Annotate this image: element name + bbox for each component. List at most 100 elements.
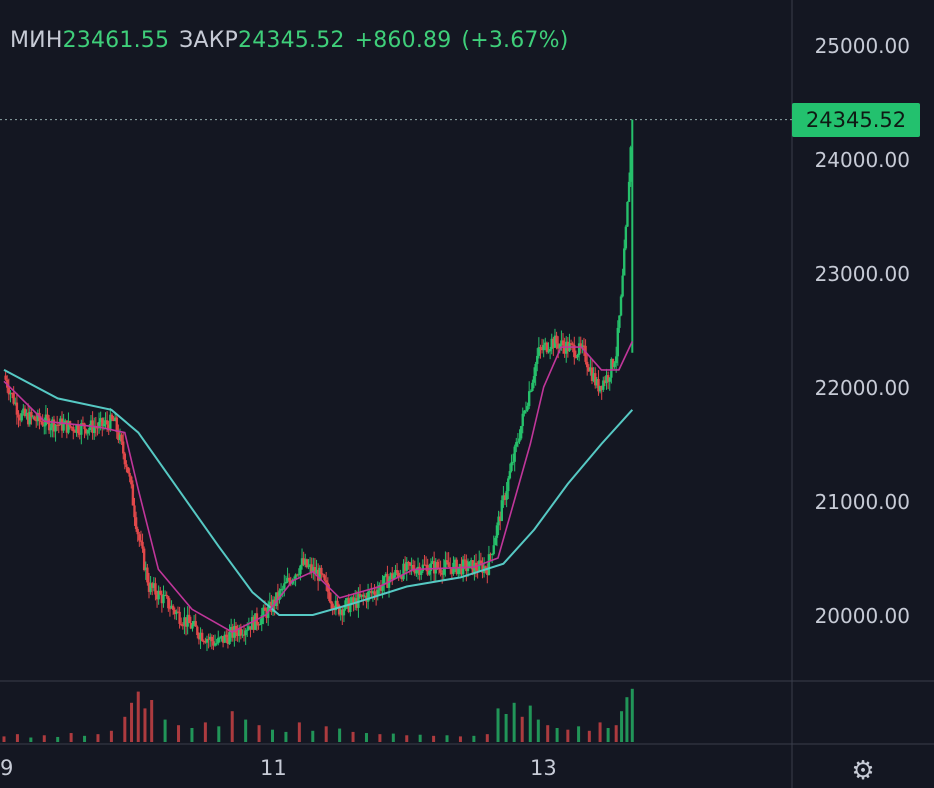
- candle-body: [175, 611, 178, 615]
- candle-body: [555, 335, 558, 344]
- candle-body: [371, 591, 375, 594]
- candle-body: [12, 393, 15, 404]
- candle-body: [560, 340, 563, 345]
- change-value: +860.89: [354, 28, 452, 53]
- candle-body: [440, 572, 444, 575]
- candle-body: [416, 566, 420, 570]
- candle-body: [20, 413, 23, 421]
- candle-body: [300, 558, 304, 566]
- candle-body: [548, 349, 552, 352]
- volume-bar: [458, 736, 462, 742]
- x-tick-label: 11: [260, 756, 287, 780]
- candle-body: [577, 343, 581, 355]
- candle-body: [41, 421, 44, 426]
- candle-body: [276, 592, 280, 601]
- candle-body: [236, 632, 239, 636]
- candle-body: [526, 406, 529, 411]
- candle-body: [55, 424, 59, 426]
- candle-body: [199, 632, 202, 640]
- candle-body: [547, 351, 550, 353]
- candle-body: [358, 593, 362, 597]
- candle-body: [194, 621, 197, 627]
- candle-body: [321, 574, 325, 576]
- volume-bar: [244, 719, 248, 742]
- candle-body: [105, 420, 109, 425]
- ma-fast-line: [3, 341, 634, 634]
- candle-body: [213, 643, 217, 646]
- candle-body: [442, 567, 446, 575]
- candle-body: [122, 441, 125, 454]
- candle-body: [134, 517, 138, 530]
- volume-bar: [606, 728, 610, 742]
- candle-body: [497, 516, 500, 526]
- candle-body: [22, 408, 25, 414]
- candle-body: [294, 574, 297, 580]
- candle-body: [510, 462, 513, 472]
- volume-bar: [445, 735, 449, 742]
- candle-body: [178, 611, 181, 624]
- candle-body: [345, 598, 349, 601]
- candle-body: [595, 378, 599, 386]
- candle-body: [592, 373, 595, 381]
- candle-body: [144, 567, 147, 571]
- candle-body: [553, 335, 557, 348]
- candle-body: [626, 201, 629, 227]
- candle-body: [180, 623, 183, 626]
- candle-body: [579, 343, 582, 348]
- close-value: 24345.52: [238, 28, 345, 53]
- candle-body: [423, 564, 426, 566]
- candle-body: [18, 417, 22, 421]
- candle-body: [479, 560, 483, 564]
- candle-body: [204, 641, 207, 643]
- candle-body: [184, 617, 188, 627]
- candle-body: [495, 525, 499, 538]
- candle-body: [279, 588, 283, 591]
- candle-body: [582, 345, 586, 347]
- candle-body: [402, 563, 405, 580]
- volume-bar: [520, 716, 524, 742]
- candle-body: [220, 636, 223, 638]
- candle-body: [221, 636, 225, 643]
- candle-body: [460, 563, 463, 575]
- candle-body: [386, 573, 389, 588]
- candle-body: [465, 560, 468, 572]
- candle-body: [131, 484, 135, 506]
- candle-body: [86, 430, 89, 434]
- candle-body: [44, 414, 48, 426]
- candle-body: [268, 601, 272, 607]
- candle-body: [47, 418, 51, 431]
- candle-body: [283, 583, 286, 589]
- candle-body: [420, 571, 423, 575]
- candle-body: [445, 560, 449, 563]
- candle-body: [363, 595, 367, 597]
- candle-body: [428, 570, 431, 575]
- candle-body: [168, 608, 172, 610]
- volume-bar: [432, 735, 436, 742]
- candle-body: [72, 427, 75, 432]
- candle-body: [30, 411, 33, 417]
- candle-body: [165, 594, 168, 597]
- candle-body: [73, 431, 77, 433]
- candle-body: [466, 568, 470, 572]
- candle-body: [70, 426, 73, 428]
- candle-body: [192, 621, 196, 625]
- candle-body: [389, 573, 392, 580]
- volume-bar: [587, 730, 591, 742]
- volume-bar: [83, 735, 87, 742]
- volume-bar: [311, 730, 315, 742]
- candle-body: [534, 363, 537, 377]
- candle-body: [502, 495, 505, 501]
- candle-body: [97, 421, 101, 429]
- candle-body: [163, 594, 167, 596]
- gear-icon[interactable]: ⚙: [851, 756, 875, 786]
- volume-bar: [472, 735, 476, 742]
- volume-bar: [257, 725, 261, 742]
- candle-body: [606, 375, 610, 382]
- candle-body: [152, 583, 156, 588]
- candle-body: [418, 566, 421, 575]
- candle-body: [183, 617, 186, 626]
- candle-body: [373, 591, 376, 595]
- candle-body: [490, 553, 494, 555]
